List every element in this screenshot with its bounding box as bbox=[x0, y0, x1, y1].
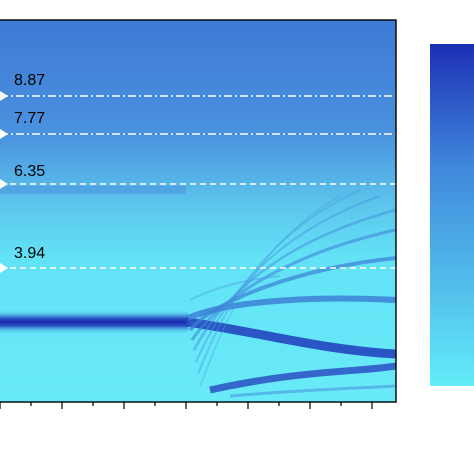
annotation-line-3.94 bbox=[0, 263, 396, 273]
heatmap-faint-band bbox=[0, 186, 186, 194]
heatmap-background bbox=[0, 20, 396, 402]
annotation-line-8.87 bbox=[0, 91, 396, 101]
annotation-label-8.87: 8.87 bbox=[14, 72, 45, 89]
annotation-line-6.35 bbox=[0, 179, 396, 189]
annotation-label-3.94: 3.94 bbox=[14, 245, 45, 262]
colorbar bbox=[430, 44, 474, 386]
heatmap-strong-band bbox=[0, 310, 188, 334]
annotation-line-7.77 bbox=[0, 129, 396, 139]
x-axis-ticks bbox=[0, 402, 373, 409]
heatmap-fan-bands bbox=[185, 189, 396, 398]
plot-frame bbox=[0, 19, 397, 403]
plot-area: 8.87 7.77 6.35 3.94 bbox=[0, 20, 396, 402]
annotation-label-7.77: 7.77 bbox=[14, 110, 45, 127]
annotation-label-6.35: 6.35 bbox=[14, 163, 45, 180]
